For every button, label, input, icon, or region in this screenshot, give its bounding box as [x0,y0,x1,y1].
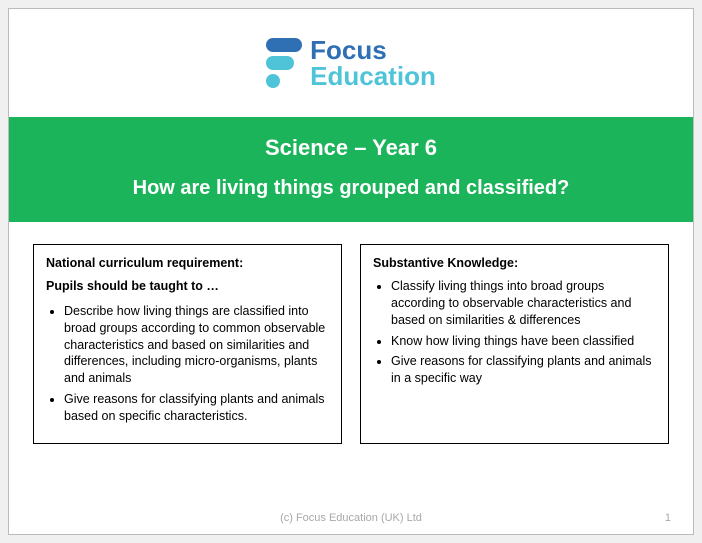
left-box: National curriculum requirement: Pupils … [33,244,342,444]
logo-text: Focus Education [310,37,436,89]
right-box-list: Classify living things into broad groups… [373,278,656,387]
logo-word-1: Focus [310,37,436,63]
slide: Focus Education Science – Year 6 How are… [8,8,694,535]
list-item: Give reasons for classifying plants and … [391,353,656,387]
page-number: 1 [665,512,671,524]
right-box: Substantive Knowledge: Classify living t… [360,244,669,444]
list-item: Describe how living things are classifie… [64,303,329,387]
unit-question: How are living things grouped and classi… [21,177,681,200]
logo-area: Focus Education [9,9,693,117]
list-item: Classify living things into broad groups… [391,278,656,329]
title-banner: Science – Year 6 How are living things g… [9,117,693,222]
right-box-heading: Substantive Knowledge: [373,255,656,272]
logo-word-2: Education [310,63,436,89]
list-item: Know how living things have been classif… [391,333,656,350]
subject-year: Science – Year 6 [21,135,681,161]
left-box-subheading: Pupils should be taught to … [46,278,329,295]
content-boxes: National curriculum requirement: Pupils … [9,222,693,444]
logo: Focus Education [266,37,436,89]
list-item: Give reasons for classifying plants and … [64,391,329,425]
footer-copyright: (c) Focus Education (UK) Ltd [9,512,693,524]
logo-mark-icon [266,38,302,88]
left-box-heading: National curriculum requirement: [46,255,329,272]
left-box-list: Describe how living things are classifie… [46,303,329,425]
